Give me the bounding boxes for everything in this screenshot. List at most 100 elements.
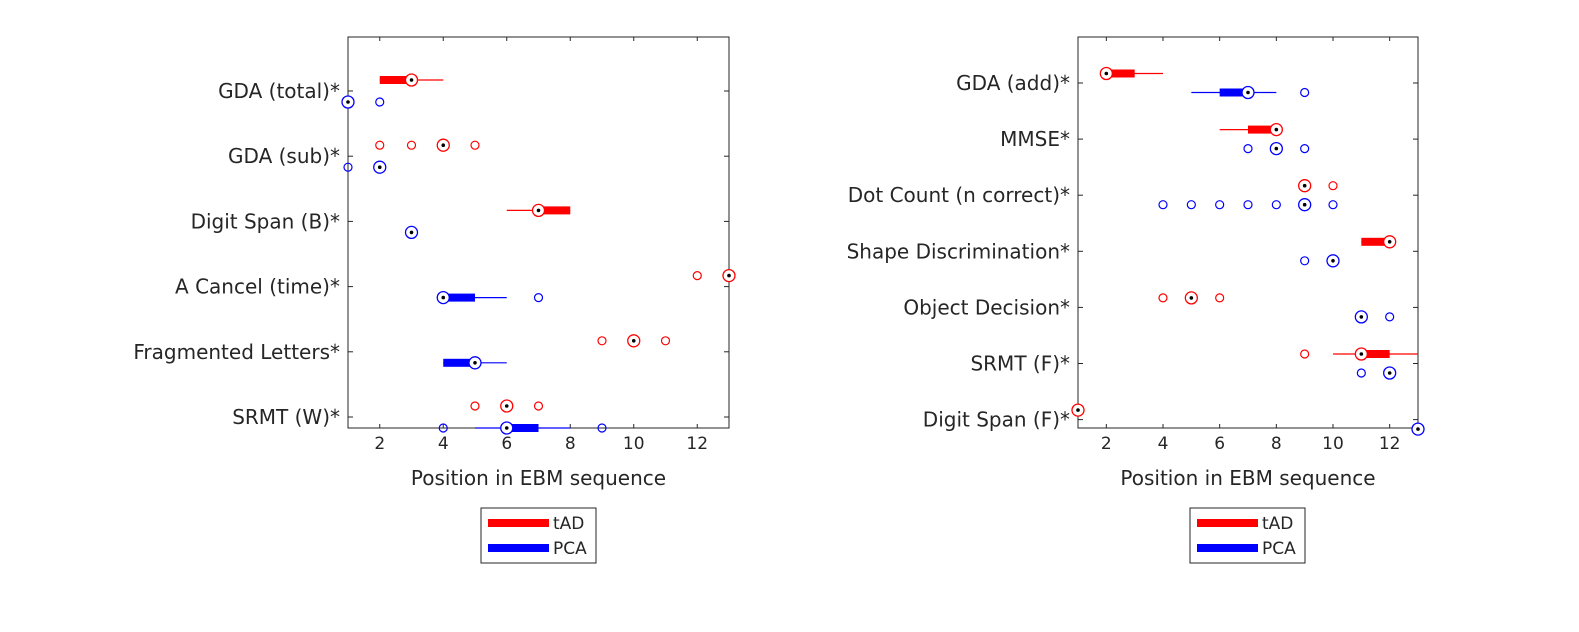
boxplot-tad [1361, 235, 1397, 249]
boxplot-pca [1356, 366, 1397, 380]
y-category-label: Fragmented Letters* [133, 340, 340, 364]
boxplot-pca [443, 356, 507, 370]
median-dot [504, 404, 509, 408]
boxplot-pca [404, 225, 419, 240]
box [379, 76, 412, 84]
box [1361, 350, 1390, 358]
x-axis-label: Position in EBM sequence [411, 466, 666, 490]
median-dot [1416, 427, 1420, 431]
boxplot-pca [438, 421, 607, 435]
box [1106, 69, 1135, 78]
median-dot [1302, 202, 1307, 207]
y-category-label: Digit Span (B)* [191, 209, 340, 233]
median-dot [631, 339, 636, 343]
legend: tAD PCA [1189, 507, 1306, 564]
outlier-point [375, 140, 385, 150]
outlier-point [533, 293, 544, 303]
outlier-point [1300, 256, 1310, 266]
boxplot-pca [436, 290, 544, 305]
outlier-point [1158, 293, 1168, 303]
boxplot-tad [379, 73, 444, 87]
boxplot-tad [1071, 403, 1085, 417]
legend-box [480, 507, 597, 564]
x-tick-label: 10 [1322, 434, 1344, 454]
y-category-label: Digit Span (F)* [923, 408, 1070, 432]
median-dot [473, 361, 477, 365]
box [443, 358, 475, 367]
boxplot-pca [1243, 141, 1310, 156]
x-tick-label: 2 [374, 434, 385, 454]
x-tick-label: 12 [686, 434, 708, 454]
legend: tAD PCA [480, 507, 597, 564]
outlier-point [1356, 368, 1366, 378]
outlier-point [692, 271, 702, 281]
y-category-label: Object Decision* [903, 295, 1070, 319]
outlier-point [1300, 349, 1310, 359]
y-category-label: SRMT (F)* [970, 352, 1070, 376]
outlier-point [1300, 144, 1310, 154]
median-dot [1331, 259, 1335, 263]
legend-swatch-pca [488, 544, 549, 552]
median-dot [1076, 408, 1080, 412]
median-dot [441, 295, 446, 300]
x-tick-label: 4 [1158, 434, 1169, 454]
legend-swatch-tad [1197, 519, 1258, 527]
median-dot [377, 165, 382, 169]
median-dot [1359, 315, 1364, 319]
y-category-label: GDA (total)* [218, 79, 340, 103]
boxplot-pca [341, 95, 385, 109]
x-tick-label: 6 [501, 434, 512, 454]
y-category-label: A Cancel (time)* [175, 275, 340, 299]
boxplot-tad [506, 203, 571, 218]
outlier-point [1243, 144, 1253, 154]
boxplot-tad [1298, 179, 1338, 193]
x-tick-label: 6 [1214, 434, 1225, 454]
y-category-label: SRMT (W)* [232, 405, 340, 429]
median-dot [1387, 371, 1392, 375]
boxplot-pca [1191, 85, 1310, 100]
boxplot-pca [1300, 254, 1340, 268]
x-tick-label: 8 [565, 434, 576, 454]
boxplot-pca [343, 160, 387, 174]
legend-label-pca: PCA [553, 539, 587, 559]
median-dot [1302, 183, 1307, 188]
median-dot [1359, 352, 1364, 356]
outlier-point [1271, 200, 1281, 210]
legend-label-tad: tAD [1262, 514, 1293, 534]
outlier-point [406, 140, 417, 150]
outlier-point [597, 336, 607, 346]
boxplot-pca [1354, 310, 1395, 324]
median-dot [441, 143, 446, 147]
outlier-point [470, 401, 480, 411]
boxplot-tad [1158, 291, 1225, 305]
outlier-point [1385, 312, 1395, 322]
median-dot [1387, 240, 1392, 244]
boxplot-tad [692, 268, 736, 283]
box [443, 293, 475, 302]
median-dot [409, 78, 414, 82]
y-category-label: GDA (sub)* [228, 144, 340, 168]
x-tick-label: 2 [1101, 434, 1112, 454]
x-tick-label: 12 [1379, 434, 1401, 454]
boxplot-tad [470, 399, 544, 413]
boxplot-tad [1219, 122, 1283, 137]
outlier-point [343, 162, 353, 172]
box [1361, 237, 1390, 246]
median-dot [1189, 296, 1194, 300]
boxplot-tad [375, 138, 480, 152]
outlier-point [1215, 293, 1225, 303]
x-tick-label: 8 [1271, 434, 1282, 454]
median-dot [536, 208, 541, 213]
outlier-point [597, 423, 607, 433]
plot-area [1077, 36, 1419, 429]
outlier-point [1186, 200, 1196, 210]
boxplot-tad [1300, 347, 1418, 361]
median-dot [1274, 146, 1279, 151]
outlier-point [660, 336, 671, 346]
x-axis-label: Position in EBM sequence [1120, 466, 1375, 490]
x-tick-label: 4 [438, 434, 449, 454]
chart-panel-1: 2 4 6 8 10 12 Position in EBM sequence GDA (tot… [133, 36, 736, 564]
outlier-point [1243, 200, 1253, 210]
